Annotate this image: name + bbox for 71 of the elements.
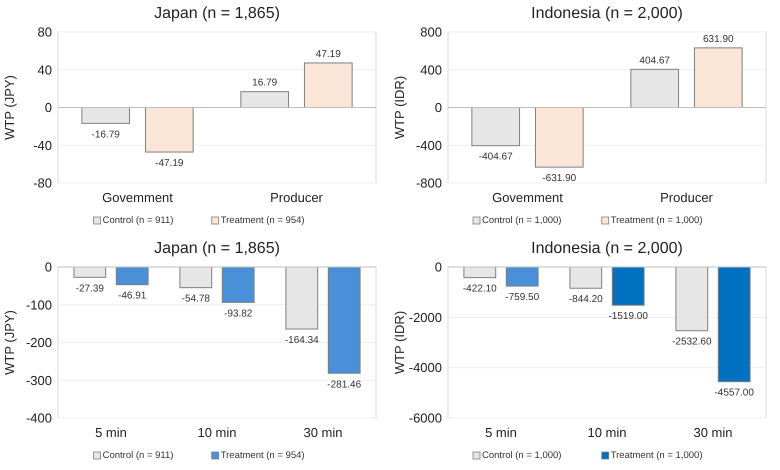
chart-title: Japan (n = 1,865)	[154, 240, 280, 257]
data-label: -759.50	[505, 292, 540, 304]
y-axis-title: WTP (IDR)	[392, 310, 407, 374]
legend-label: Treatment (n = 1,000)	[610, 215, 702, 226]
y-tick-label: 0	[44, 260, 52, 275]
x-tick-label: Govemment	[492, 190, 564, 205]
data-label: -631.90	[542, 173, 577, 184]
legend-label: Control (n = 911)	[102, 450, 174, 461]
legend-label: Treatment (n = 1,000)	[610, 450, 702, 461]
y-tick-label: 0	[44, 100, 52, 116]
x-tick-label: Govemment	[102, 190, 174, 205]
y-axis-title: WTP (JPY)	[2, 310, 17, 375]
y-axis-title: WTP (JPY)	[2, 75, 17, 140]
data-label: -16.79	[92, 129, 120, 140]
y-tick-label: 400	[420, 62, 442, 78]
y-tick-label: 40	[38, 62, 52, 78]
y-tick-label: 0	[434, 260, 442, 275]
y-tick-label: -80	[33, 176, 52, 191]
legend-label: Control (n = 1,000)	[482, 215, 562, 226]
data-label: -844.20	[568, 294, 604, 306]
x-tick-label: Producer	[270, 190, 324, 205]
y-tick-label: 0	[434, 100, 442, 116]
data-label: -47.19	[155, 158, 184, 170]
legend-label: Control (n = 1,000)	[482, 450, 562, 461]
x-tick-label: 10 min	[197, 425, 237, 440]
x-tick-label: Producer	[660, 190, 714, 205]
y-tick-label: -6000	[408, 410, 442, 426]
bar	[694, 47, 743, 108]
data-label: -422.10	[462, 284, 498, 295]
data-label: 47.19	[316, 48, 342, 60]
x-tick-label: 10 min	[587, 425, 627, 440]
y-tick-label: 800	[420, 24, 442, 40]
x-tick-label: 30 min	[303, 425, 343, 440]
data-label: -1519.00	[608, 311, 648, 322]
y-tick-label: -100	[26, 297, 52, 312]
bar	[81, 107, 130, 124]
data-label: -4557.00	[714, 388, 754, 399]
data-label: -2532.60	[672, 336, 712, 348]
legend-label: Treatment (n = 954)	[220, 450, 305, 461]
data-label: -46.91	[118, 290, 147, 302]
bar	[144, 107, 194, 153]
data-label: -27.39	[76, 283, 104, 294]
data-label: 404.67	[639, 55, 670, 66]
chart-title: Indonesia (n = 2,000)	[531, 240, 683, 257]
x-tick-label: 5 min	[485, 425, 517, 440]
data-label: 631.90	[703, 34, 734, 45]
data-label: 16.79	[252, 78, 278, 89]
data-label: -404.67	[478, 152, 514, 163]
y-tick-label: -2000	[408, 310, 442, 325]
y-tick-label: -800	[416, 176, 442, 191]
chart-title: Indonesia (n = 2,000)	[531, 5, 683, 22]
y-tick-label: 80	[38, 24, 52, 40]
y-tick-label: -4000	[408, 360, 442, 376]
legend-label: Control (n = 911)	[102, 215, 174, 226]
y-tick-label: -40	[33, 138, 52, 153]
data-label: -54.78	[182, 294, 210, 305]
bar	[240, 91, 290, 108]
legend-label: Treatment (n = 954)	[220, 215, 305, 226]
y-tick-label: -300	[26, 372, 52, 388]
y-tick-label: -400	[416, 138, 442, 153]
bar	[534, 107, 584, 168]
data-label: -93.82	[224, 308, 253, 320]
y-axis-title: WTP (IDR)	[392, 76, 407, 140]
y-tick-label: -400	[26, 410, 52, 426]
y-tick-label: -200	[26, 335, 52, 350]
bar	[304, 62, 353, 108]
x-tick-label: 5 min	[95, 425, 127, 440]
x-tick-label: 30 min	[693, 425, 733, 440]
data-label: -164.34	[284, 335, 320, 346]
data-label: -281.46	[327, 379, 362, 390]
chart-title: Japan (n = 1,865)	[154, 5, 280, 22]
